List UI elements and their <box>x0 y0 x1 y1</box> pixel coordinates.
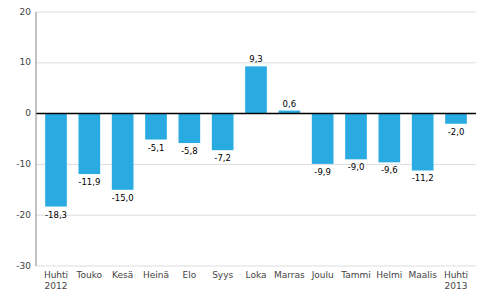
data-label: -18,3 <box>45 210 67 220</box>
data-label: -15,0 <box>112 193 134 203</box>
bar <box>312 114 334 164</box>
x-tick-label: Huhti2013 <box>444 270 468 291</box>
x-tick-label: Elo <box>182 270 196 280</box>
bar <box>212 114 234 151</box>
grid-line <box>36 12 476 13</box>
bar <box>45 114 67 207</box>
data-label: -9,6 <box>381 165 398 175</box>
y-tick-label: 20 <box>20 7 32 17</box>
data-label: -11,9 <box>78 177 100 187</box>
data-label: 0,6 <box>283 99 297 109</box>
y-tick-label: 10 <box>20 57 32 67</box>
grid-line <box>36 164 476 165</box>
grid-line <box>36 215 476 216</box>
bar <box>445 114 467 124</box>
bar <box>245 66 267 113</box>
data-label: -9,9 <box>314 167 331 177</box>
x-tick-label: Loka <box>246 270 267 280</box>
y-tick-label: 0 <box>25 108 31 118</box>
x-tick-label: Helmi <box>376 270 402 280</box>
data-label: -11,2 <box>412 173 434 183</box>
x-tick-label: Maalis <box>408 270 437 280</box>
x-tick-label: Marras <box>274 270 305 280</box>
data-label: -5,8 <box>181 146 198 156</box>
x-tick-label: Kesä <box>112 270 133 280</box>
y-axis-line <box>36 12 37 266</box>
data-label: -5,1 <box>148 143 165 153</box>
bar <box>79 114 101 174</box>
grid <box>36 12 476 266</box>
x-tick-label: Tammi <box>340 270 371 280</box>
x-tick-label: Heinä <box>143 270 169 280</box>
bar <box>345 114 367 160</box>
data-label: -7,2 <box>214 153 231 163</box>
grid-line <box>36 113 476 114</box>
data-label: -2,0 <box>448 127 465 137</box>
bar <box>412 114 434 171</box>
x-tick-label: Huhti2012 <box>44 270 68 291</box>
grid-line <box>36 266 476 267</box>
bar <box>145 114 167 140</box>
data-label: -9,0 <box>348 162 365 172</box>
bar <box>179 114 201 143</box>
bars <box>45 66 467 206</box>
x-tick-label: Touko <box>76 270 103 280</box>
y-tick-label: -30 <box>16 261 31 271</box>
data-label: 9,3 <box>249 54 263 64</box>
zero-line <box>36 113 476 115</box>
x-tick-label: Joulu <box>311 270 334 280</box>
bar <box>112 114 134 190</box>
chart: -30 -20 -10 0 10 20 -18,3 -11,9 -15,0 -5,1 -5,8 -7,… <box>0 0 484 300</box>
y-tick-label: -10 <box>16 159 31 169</box>
bar <box>379 114 401 163</box>
x-tick-label: Syys <box>212 270 233 280</box>
chart-container: -30 -20 -10 0 10 20 -18,3 -11,9 -15,0 -5,1 -5,8 -7,… <box>0 0 484 300</box>
y-tick-label: -20 <box>16 210 31 220</box>
